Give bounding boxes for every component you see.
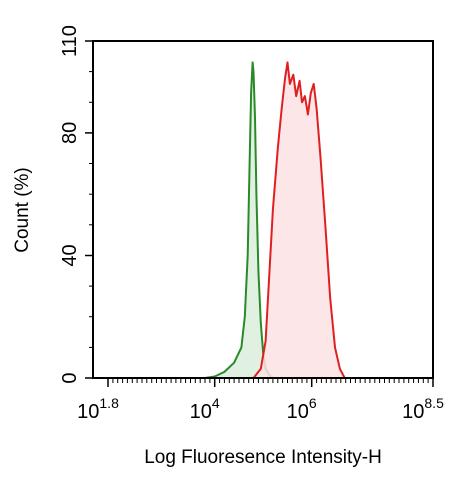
x-tick-label: 101.8 [77, 395, 119, 423]
x-tick-base: 10 [402, 401, 424, 423]
y-axis: 0 40 80 110 [59, 25, 93, 384]
x-tick-exponent: 6 [309, 395, 317, 411]
series-1-line [204, 61, 274, 379]
y-tick-label: 40 [59, 244, 81, 266]
x-tick-label: 106 [287, 395, 317, 423]
x-tick-base: 10 [190, 401, 212, 423]
x-tick-label: 104 [190, 395, 220, 423]
x-axis-title: Log Fluoresence Intensity-H [144, 447, 382, 468]
x-tick-exponent: 8.5 [424, 395, 444, 411]
series-2-area [253, 62, 345, 379]
series-2-line [252, 61, 346, 379]
x-tick-base: 10 [77, 401, 99, 423]
y-tick-label: 0 [59, 372, 81, 383]
y-tick-label: 80 [59, 122, 81, 144]
x-tick-exponent: 4 [212, 395, 220, 411]
x-tick-label: 108.5 [402, 395, 444, 423]
series-layer [204, 61, 346, 379]
y-axis-title: Count (%) [12, 167, 33, 253]
x-tick-base: 10 [287, 401, 309, 423]
plot-frame [92, 40, 434, 379]
series-1-area [205, 62, 273, 379]
x-axis: 101.8 104 106 108.5 [77, 378, 444, 423]
x-tick-exponent: 1.8 [99, 395, 119, 411]
y-tick-label: 110 [59, 25, 81, 57]
